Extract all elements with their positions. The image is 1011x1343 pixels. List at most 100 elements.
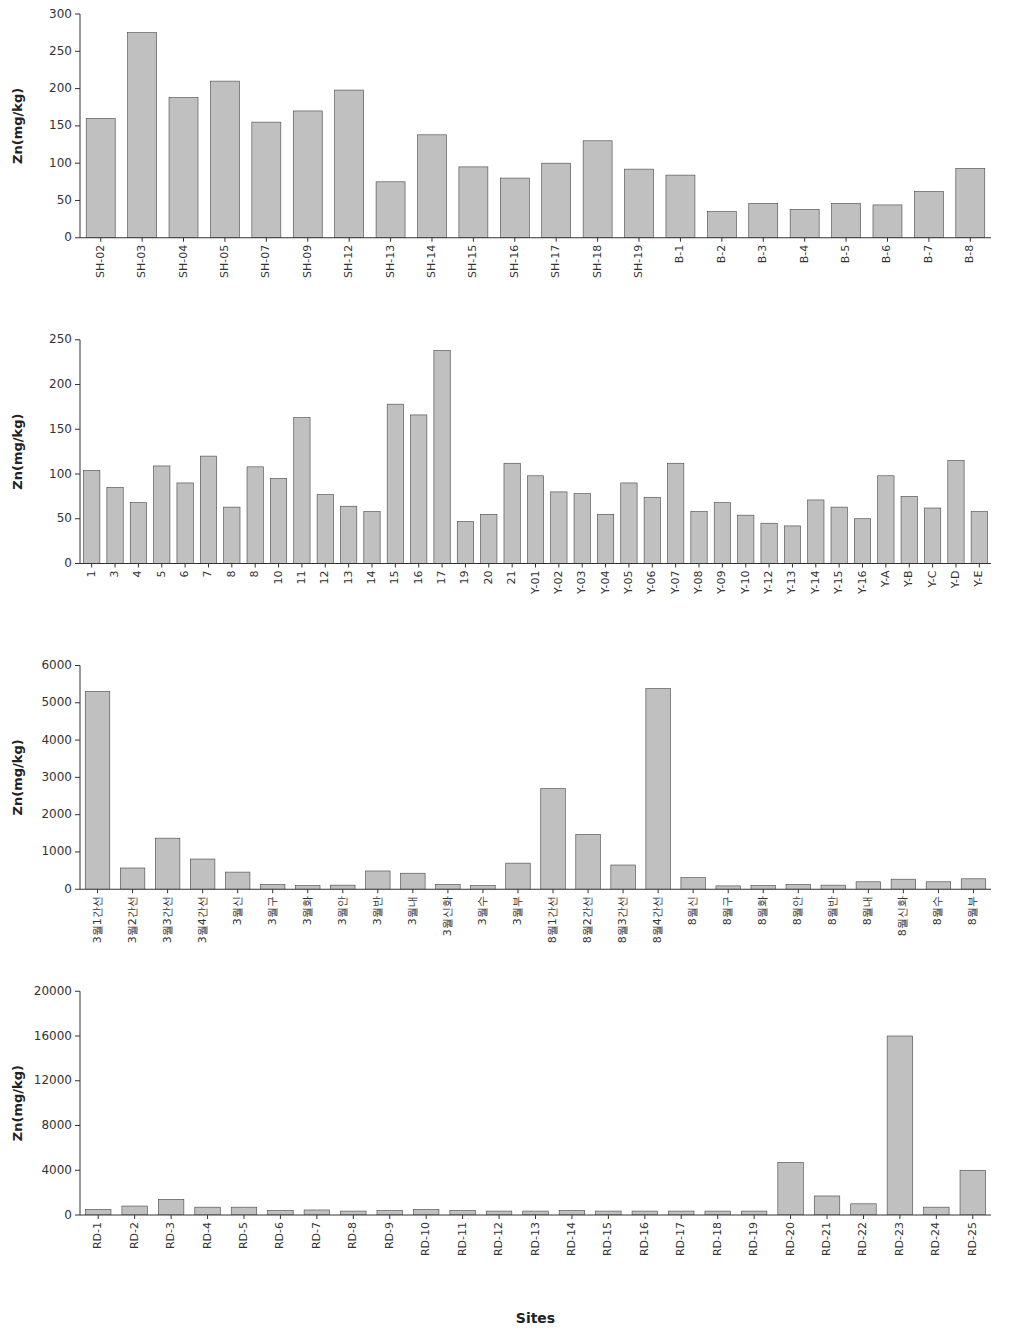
y-tick (75, 777, 80, 778)
x-tick-label: 3월수 (476, 896, 489, 925)
y-axis-label: Zn(mg/kg) (10, 739, 25, 815)
x-tick-label: 8월신 (686, 896, 699, 925)
x-tick-label: 3월신 (231, 896, 244, 925)
x-axis-label: Sites (516, 1310, 555, 1326)
bar (646, 689, 671, 890)
bar (158, 1199, 184, 1215)
x-tick-label: Y-B (902, 571, 915, 589)
bar (887, 1036, 913, 1215)
x-axis-line (80, 237, 991, 238)
bar (596, 1211, 622, 1215)
bar (224, 507, 240, 563)
bar (401, 873, 426, 889)
x-tick (754, 1215, 755, 1219)
x-tick-label: RD-5 (237, 1222, 250, 1249)
y-tick-label: 50 (57, 511, 72, 525)
x-tick-label: B-5 (839, 245, 852, 264)
x-tick (839, 564, 840, 568)
x-tick (231, 564, 232, 568)
x-tick-label: SH-02 (94, 245, 107, 278)
x-tick (846, 238, 847, 242)
y-tick-label: 50 (57, 193, 72, 207)
x-tick-label: 8 (248, 571, 261, 578)
bar (948, 461, 964, 564)
y-tick (75, 665, 80, 666)
x-tick (426, 1215, 427, 1219)
y-tick-label: 3000 (41, 770, 72, 784)
bar (155, 838, 180, 889)
bar (459, 167, 488, 238)
y-tick (75, 163, 80, 164)
x-tick-label: 8월구 (721, 896, 734, 925)
x-tick (185, 564, 186, 568)
x-tick (307, 889, 308, 893)
x-tick-label: B-2 (715, 245, 728, 264)
x-tick (862, 564, 863, 568)
y-tick (75, 518, 80, 519)
bar (120, 868, 145, 889)
x-tick-label: Y-16 (856, 571, 869, 595)
x-tick-label: Y-E (972, 570, 985, 587)
x-tick-label: 15 (388, 571, 401, 585)
x-tick (142, 238, 143, 242)
x-axis-line (80, 889, 991, 890)
y-tick-label: 6000 (41, 658, 72, 672)
y-tick-label: 150 (49, 118, 72, 132)
y-tick-label: 250 (49, 44, 72, 58)
x-tick (556, 238, 557, 242)
y-tick (75, 1036, 80, 1037)
x-tick-label: RD-10 (419, 1222, 432, 1256)
bar (268, 1211, 294, 1215)
x-tick (582, 564, 583, 568)
y-tick (75, 1080, 80, 1081)
x-tick (571, 1215, 572, 1219)
y-tick-label: 8000 (41, 1118, 72, 1132)
y-tick (75, 814, 80, 815)
x-tick-label: B-4 (798, 245, 811, 264)
x-axis-line (80, 563, 991, 564)
x-tick (699, 564, 700, 568)
bar (821, 885, 846, 889)
bar (471, 886, 496, 890)
y-tick (75, 1125, 80, 1126)
x-tick (243, 1215, 244, 1219)
x-tick (325, 564, 326, 568)
x-tick-label: SH-18 (591, 245, 604, 278)
x-tick-label: 3월구 (266, 896, 279, 925)
x-tick-label: RD-4 (201, 1222, 214, 1249)
x-tick-label: Y-A (879, 570, 892, 588)
x-tick (790, 1215, 791, 1219)
bar (377, 1211, 403, 1215)
x-tick-label: 3월1간선 (91, 896, 104, 943)
y-tick-label: 200 (49, 81, 72, 95)
y-tick-label: 150 (49, 422, 72, 436)
x-tick (623, 889, 624, 893)
x-tick (473, 238, 474, 242)
x-tick-label: 3월부 (511, 896, 524, 925)
y-axis-line (80, 666, 81, 890)
bars (86, 33, 985, 238)
x-tick-label: RD-13 (529, 1222, 542, 1256)
x-tick-label: SH-05 (218, 245, 231, 278)
x-tick-label: SH-19 (632, 245, 645, 278)
bar (294, 418, 310, 564)
bar (366, 871, 391, 889)
x-tick-label: Y-02 (552, 571, 565, 595)
y-tick-label: 0 (64, 230, 72, 244)
x-tick (535, 1215, 536, 1219)
panel: 0501001502002501345678810111213141516171… (10, 332, 992, 595)
x-tick-label: SH-07 (259, 245, 272, 278)
x-tick (514, 238, 515, 242)
x-tick-label: RD-20 (784, 1222, 797, 1256)
bar (644, 497, 660, 563)
x-tick (431, 238, 432, 242)
bar (814, 1196, 840, 1215)
y-tick-label: 20000 (34, 984, 72, 998)
x-tick (482, 889, 483, 893)
y-tick (75, 740, 80, 741)
x-tick (499, 1215, 500, 1219)
x-tick (605, 564, 606, 568)
x-tick (763, 889, 764, 893)
x-tick (97, 889, 98, 893)
x-tick-label: RD-14 (565, 1222, 578, 1256)
